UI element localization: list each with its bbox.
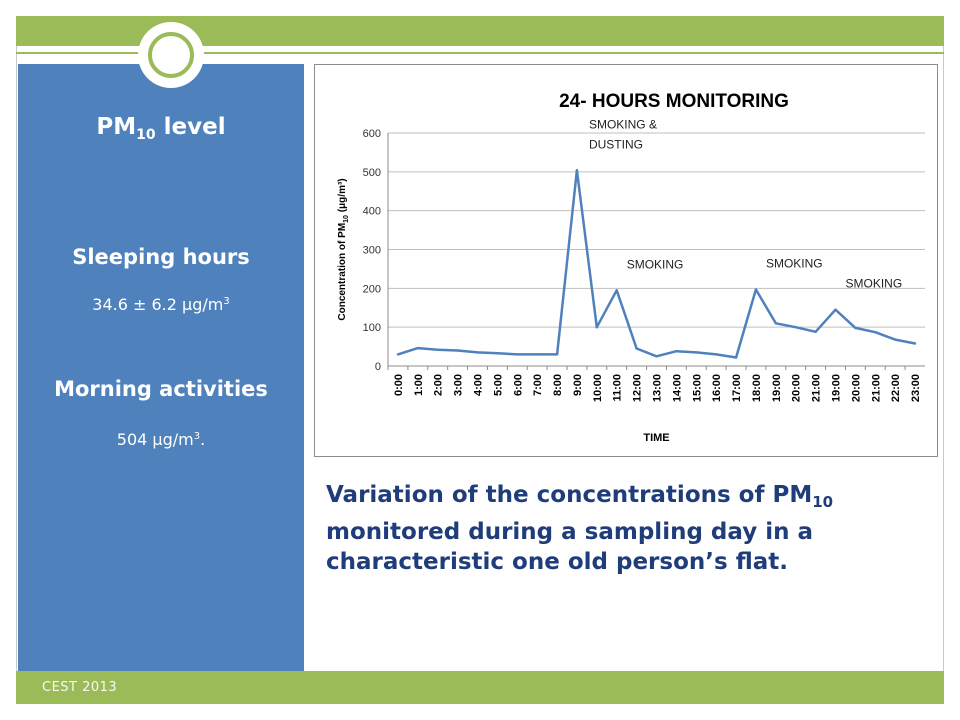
x-tick-label: 10:00 — [592, 374, 604, 402]
x-tick-label: 20:00 — [850, 374, 862, 402]
x-tick-label: 3:00 — [453, 374, 465, 396]
x-tick-label: 22:00 — [890, 374, 902, 402]
x-tick-label: 21:00 — [870, 374, 882, 402]
bottom-accent-bar — [16, 671, 944, 704]
sleeping-hours-value: 34.6 ± 6.2 μg/m3 — [18, 295, 304, 314]
footer-label: CEST 2013 — [42, 680, 118, 695]
sleeping-value-text: 34.6 ± 6.2 μg/m — [92, 295, 224, 314]
x-tick-label: 17:00 — [731, 374, 743, 402]
x-tick-label: 5:00 — [492, 374, 504, 396]
chart-title: 24- HOURS MONITORING — [559, 91, 789, 112]
y-tick-label: 600 — [363, 128, 381, 140]
caption-subscript: 10 — [812, 493, 834, 511]
x-tick-label: 0:00 — [393, 374, 405, 396]
y-tick-label: 400 — [363, 206, 381, 218]
panel-title-subscript: 10 — [136, 127, 156, 143]
data-point — [535, 353, 539, 356]
caption-part2: monitored during a sampling day in a cha… — [326, 519, 813, 575]
y-axis-label: Concentration of PM10 (μg/m³) — [337, 178, 350, 320]
data-point — [695, 351, 698, 354]
morning-value-text: 504 μg/m — [116, 430, 194, 449]
data-point — [456, 349, 459, 352]
data-point — [754, 288, 758, 291]
chart-annotation: SMOKING & — [589, 117, 657, 131]
x-tick-label: 15:00 — [691, 374, 703, 402]
morning-value-suffix: . — [200, 430, 206, 449]
morning-value-superscript: 3 — [193, 431, 201, 442]
x-tick-label: 11:00 — [612, 374, 624, 402]
x-tick-label: 7:00 — [532, 374, 544, 396]
left-panel: PM10 level Sleeping hours 34.6 ± 6.2 μg/… — [18, 64, 304, 671]
data-point — [734, 356, 738, 359]
data-point — [516, 353, 519, 356]
data-point — [615, 289, 618, 292]
chart-annotation: SMOKING — [627, 257, 684, 271]
data-point — [555, 353, 559, 356]
y-tick-label: 200 — [363, 283, 381, 295]
chart-annotation: SMOKING — [766, 256, 823, 270]
x-tick-label: 14:00 — [671, 374, 683, 402]
morning-activities-value: 504 μg/m3. — [18, 430, 304, 449]
data-point — [874, 331, 877, 334]
x-tick-label: 4:00 — [473, 374, 485, 396]
decorative-circle-ring — [148, 32, 194, 78]
x-tick-label: 2:00 — [433, 374, 445, 396]
data-point — [575, 169, 579, 172]
y-tick-label: 500 — [363, 167, 381, 179]
x-tick-label: 19:00 — [771, 374, 783, 402]
x-tick-label: 21:00 — [811, 374, 823, 402]
y-tick-label: 0 — [375, 361, 381, 373]
x-tick-label: 8:00 — [552, 374, 564, 396]
panel-title: PM10 level — [18, 114, 304, 143]
data-point — [496, 351, 499, 355]
data-point — [854, 326, 857, 330]
data-point — [675, 350, 678, 353]
data-point — [714, 353, 718, 356]
x-tick-label: 19:00 — [831, 374, 843, 402]
data-point — [635, 347, 638, 350]
slide-caption: Variation of the concentrations of PM10 … — [326, 480, 936, 577]
data-point — [476, 351, 479, 354]
data-point — [436, 348, 439, 351]
top-accent-line — [16, 52, 944, 54]
data-point — [794, 325, 797, 329]
data-point — [416, 346, 420, 350]
data-point — [893, 338, 897, 341]
panel-title-main: PM — [96, 114, 137, 140]
y-tick-label: 100 — [363, 322, 381, 334]
x-tick-label: 1:00 — [413, 374, 425, 396]
x-tick-label: 18:00 — [751, 374, 763, 402]
chart-container: 24- HOURS MONITORING 0 100 200 300 400 500 600 C… — [314, 64, 938, 457]
caption-part1: Variation of the concentrations of PM — [326, 482, 813, 508]
morning-activities-label: Morning activities — [54, 377, 268, 401]
sleeping-hours-label: Sleeping hours — [72, 245, 250, 269]
chart-annotation: DUSTING — [589, 137, 643, 151]
x-tick-label: 12:00 — [632, 374, 644, 402]
data-point — [655, 355, 658, 358]
data-point — [814, 330, 817, 334]
chart-annotation: SMOKING — [846, 277, 903, 291]
x-tick-label: 13:00 — [652, 374, 664, 402]
x-tick-label: 6:00 — [512, 374, 524, 396]
panel-title-rest: level — [155, 114, 226, 140]
pm10-line-chart: 24- HOURS MONITORING 0 100 200 300 400 500 600 C… — [337, 91, 925, 444]
data-point — [834, 308, 837, 311]
x-tick-label: 20:00 — [791, 374, 803, 402]
x-axis-label: TIME — [643, 432, 669, 444]
sleeping-value-superscript: 3 — [223, 296, 230, 307]
y-tick-label: 300 — [363, 245, 381, 257]
x-tick-label: 16:00 — [711, 374, 723, 402]
x-tick-label: 23:00 — [910, 374, 922, 402]
data-point — [774, 322, 778, 325]
data-point — [595, 325, 599, 329]
x-tick-label: 9:00 — [572, 374, 584, 396]
data-point — [396, 353, 400, 356]
data-point — [913, 342, 917, 345]
